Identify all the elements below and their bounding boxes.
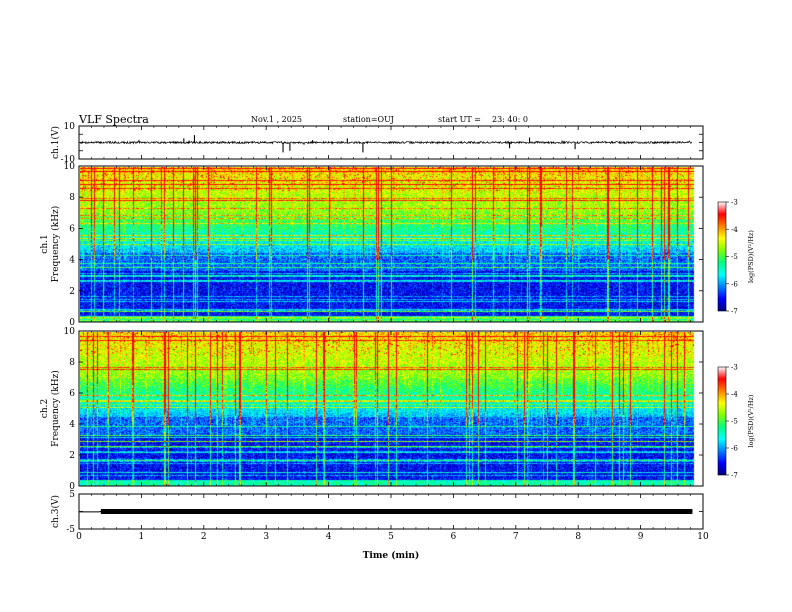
y-tick-label: 8 [69,193,75,203]
ch2-colorbar [717,366,727,476]
colorbar-tick-label: -7 [731,308,738,316]
y-tick-label: 5 [69,490,75,500]
y-tick-label: 0 [69,482,75,492]
start-ut-time: 23: 40: 0 [492,115,528,124]
x-tick-label: 4 [326,532,332,542]
y-tick-label: 10 [64,327,76,337]
y-tick-label: -10 [61,155,76,165]
ch1-y-label-channel: ch.1 [40,234,50,253]
x-tick-label: 10 [697,532,709,542]
ch1-y-label: ch.1(V) [50,126,61,159]
ch1-spectrogram-image [79,166,703,322]
colorbar-tick-label: -5 [731,253,738,261]
x-tick-label: 6 [451,532,457,542]
ch3-signal-band [100,509,693,514]
y-tick-label: 8 [69,358,75,368]
colorbar-tick-label: -4 [731,391,738,399]
colorbar-tick-label: -5 [731,418,738,426]
y-tick-label: 4 [69,256,75,266]
x-tick-label: 7 [513,532,519,542]
x-tick-label: 2 [201,532,207,542]
ch2-y-label-frequency: Frequency (kHz) [50,370,61,447]
colorbar-tick-label: -4 [731,226,738,234]
chart-date: Nov.1 , 2025 [251,115,303,124]
y-tick-label: 2 [69,287,75,297]
y-tick-label: 10 [64,122,76,132]
x-tick-label: 0 [76,532,82,542]
station-label: station=OUJ [343,115,394,124]
ch1-y-label-frequency: Frequency (kHz) [50,206,61,283]
start-ut-label: start UT = [438,115,481,124]
x-tick-label: 9 [638,532,644,542]
colorbar-tick-label: -3 [731,364,738,372]
ch2-spectrogram-image [79,331,703,486]
colorbar-tick-label: -7 [731,472,738,480]
chart-title: VLF Spectra [79,113,149,126]
y-tick-label: 2 [69,451,75,461]
y-tick-label: 0 [69,318,75,328]
ch2-colorbar-label: log(PSD)(V²/Hz) [747,394,755,447]
ch1-waveform-line [79,139,693,145]
x-tick-label: 5 [388,532,394,542]
y-tick-label: 6 [69,224,75,234]
ch2-y-label-channel: ch.2 [40,399,50,418]
y-tick-label: 6 [69,389,75,399]
colorbar-tick-label: -6 [731,445,738,453]
y-tick-label: -5 [66,525,75,535]
ch1-colorbar [717,201,727,312]
y-tick-label: 10 [64,162,76,172]
y-tick-label: 4 [69,420,75,430]
x-tick-label: 8 [575,532,581,542]
ch3-y-label: ch.3(V) [50,495,61,528]
x-tick-label: 1 [139,532,145,542]
ch1-colorbar-label: log(PSD)(V²/Hz) [747,230,755,283]
x-tick-label: 3 [263,532,269,542]
x-axis-label: Time (min) [363,550,420,561]
colorbar-tick-label: -3 [731,199,738,207]
colorbar-tick-label: -6 [731,280,738,288]
